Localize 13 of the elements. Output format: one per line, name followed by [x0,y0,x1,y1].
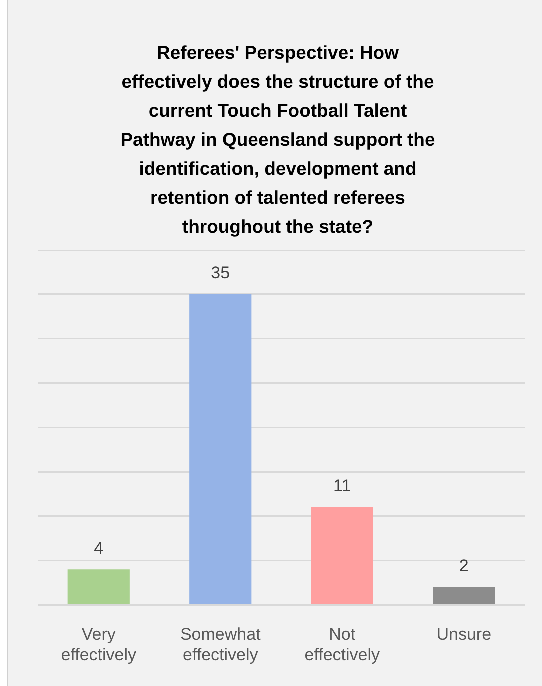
x-tick-label: Somewhat effectively [180,625,262,664]
chart-title: Referees' Perspective: How effectively does the structure of the current Touch Football Talent Pathway in Queensland support the identification, development and retention of talented referees throughout the state? [120,41,436,239]
x-tick-label: Not effectively [304,625,381,664]
data-label: 2 [459,556,469,576]
bar [190,294,252,604]
data-label: 4 [94,538,104,558]
x-tick-label: Unsure [436,625,492,644]
data-label: 35 [211,264,230,283]
bar [433,587,496,604]
bar [311,508,374,604]
data-label: 11 [334,476,352,496]
bar [68,570,130,604]
x-tick-label: Very effectively [61,625,138,664]
